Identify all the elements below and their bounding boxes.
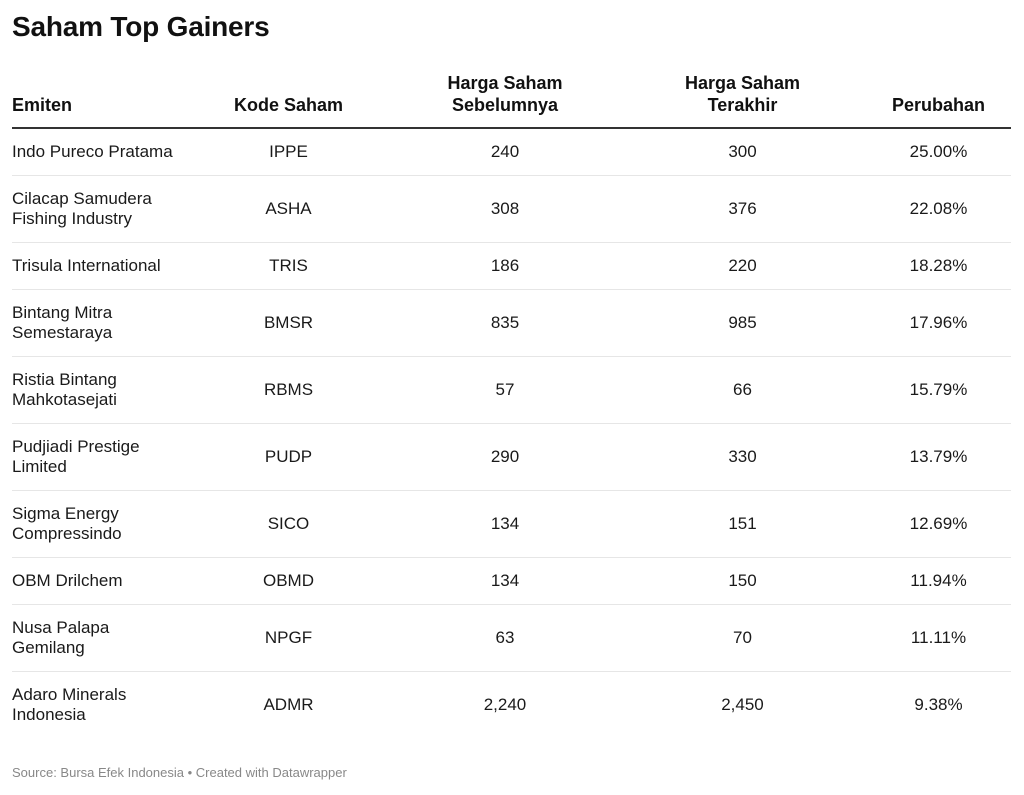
emiten-name-line: Gemilang: [12, 638, 85, 657]
cell-kode-saham: OBMD: [186, 557, 391, 605]
cell-harga-terakhir: 376: [619, 175, 866, 243]
cell-emiten: Trisula International: [12, 242, 186, 290]
table-row: Nusa Palapa Gemilang NPGF 63 70 11.11%: [12, 604, 1011, 672]
cell-harga-terakhir: 985: [619, 289, 866, 357]
header-line: Sebelumnya: [451, 95, 559, 115]
emiten-name-line: Bintang Mitra: [12, 303, 113, 322]
column-header-emiten: Emiten: [12, 72, 186, 129]
cell-emiten: Adaro Minerals Indonesia: [12, 672, 186, 739]
cell-perubahan: 17.96%: [866, 289, 1011, 357]
cell-harga-terakhir: 330: [619, 423, 866, 491]
cell-harga-sebelumnya: 63: [391, 604, 619, 672]
column-header-harga-sebelumnya: Harga Saham Sebelumnya: [391, 72, 619, 129]
cell-harga-terakhir: 220: [619, 242, 866, 290]
table-row: Adaro Minerals Indonesia ADMR 2,240 2,450 9.3…: [12, 672, 1011, 739]
cell-harga-terakhir: 70: [619, 604, 866, 672]
cell-harga-terakhir: 150: [619, 557, 866, 605]
top-gainers-table: Emiten Kode Saham Harga Saham Sebelumnya…: [12, 72, 1011, 738]
cell-emiten: Indo Pureco Pratama: [12, 128, 186, 176]
column-header-kode-saham: Kode Saham: [186, 72, 391, 129]
cell-harga-sebelumnya: 835: [391, 289, 619, 357]
table-row: Pudjiadi Prestige Limited PUDP 290 330 13.79%: [12, 423, 1011, 491]
chart-title: Saham Top Gainers: [12, 11, 270, 42]
emiten-name-line: Nusa Palapa: [12, 618, 110, 637]
table-row: Indo Pureco Pratama IPPE 240 300 25.00%: [12, 128, 1011, 176]
table-row: Trisula International TRIS 186 220 18.28%: [12, 242, 1011, 290]
cell-perubahan: 15.79%: [866, 356, 1011, 424]
cell-kode-saham: ADMR: [263, 695, 314, 714]
emiten-name-line: OBM Drilchem: [12, 571, 123, 590]
cell-emiten: Pudjiadi Prestige Limited: [12, 423, 186, 491]
cell-emiten: Bintang Mitra Semestaraya: [12, 289, 186, 357]
cell-harga-terakhir: 66: [619, 356, 866, 424]
cell-kode-saham: RBMS: [186, 356, 391, 424]
cell-kode-saham: SICO: [186, 490, 391, 558]
cell-kode-saham: BMSR: [186, 289, 391, 357]
cell-perubahan: 11.11%: [866, 604, 1011, 672]
column-header-perubahan: Perubahan: [866, 72, 1011, 129]
header-line: Terakhir: [707, 95, 778, 115]
table-row: OBM Drilchem OBMD 134 150 11.94%: [12, 557, 1011, 605]
cell-harga-sebelumnya: 308: [391, 175, 619, 243]
cell-kode-saham: PUDP: [186, 423, 391, 491]
cell-harga-terakhir: 151: [619, 490, 866, 558]
cell-harga-sebelumnya: 134: [391, 557, 619, 605]
cell-emiten: OBM Drilchem: [12, 557, 186, 605]
cell-emiten: Sigma Energy Compressindo: [12, 490, 186, 558]
emiten-name-line: Limited: [12, 457, 67, 476]
emiten-name-line: Indonesia: [12, 705, 86, 724]
cell-harga-sebelumnya: 240: [391, 128, 619, 176]
table-body: Indo Pureco Pratama IPPE 240 300 25.00% Cilac…: [12, 128, 1011, 738]
cell-harga-sebelumnya: 290: [391, 423, 619, 491]
cell-harga-sebelumnya: 57: [391, 356, 619, 424]
table-row: Cilacap Samudera Fishing Industry ASHA 308 3…: [12, 175, 1011, 243]
cell-harga-sebelumnya: 134: [391, 490, 619, 558]
emiten-name-line: Sigma Energy: [12, 504, 119, 523]
cell-harga-sebelumnya: 186: [391, 242, 619, 290]
header-line: Harga Saham: [447, 73, 563, 93]
emiten-name-line: Compressindo: [12, 524, 122, 543]
emiten-name-line: Ristia Bintang: [12, 370, 117, 389]
source-footer: Source: Bursa Efek Indonesia • Created w…: [12, 765, 347, 780]
cell-harga-terakhir: 300: [619, 128, 866, 176]
cell-kode-saham: ASHA: [186, 175, 391, 243]
emiten-name-line: Indo Pureco Pratama: [12, 142, 173, 161]
cell-emiten: Nusa Palapa Gemilang: [12, 604, 186, 672]
cell-perubahan: 9.38%: [914, 695, 963, 714]
column-header-harga-terakhir: Harga Saham Terakhir: [619, 72, 866, 129]
cell-kode-saham: NPGF: [186, 604, 391, 672]
cell-harga-terakhir: 2,450: [721, 695, 764, 714]
cell-perubahan: 25.00%: [866, 128, 1011, 176]
table-row: Bintang Mitra Semestaraya BMSR 835 985 17.96%: [12, 289, 1011, 357]
emiten-name-line: Trisula International: [12, 256, 161, 275]
cell-perubahan: 18.28%: [866, 242, 1011, 290]
cell-harga-sebelumnya: 2,240: [483, 695, 527, 714]
cell-perubahan: 11.94%: [866, 557, 1011, 605]
header-row: Emiten Kode Saham Harga Saham Sebelumnya…: [12, 72, 1011, 129]
emiten-name-line: Pudjiadi Prestige: [12, 437, 140, 456]
emiten-name-line: Fishing Industry: [12, 209, 132, 228]
table-row: Ristia Bintang Mahkotasejati RBMS 57 66 15.79…: [12, 356, 1011, 424]
emiten-name-line: Semestaraya: [12, 323, 113, 342]
table-row: Sigma Energy Compressindo SICO 134 151 12.69%: [12, 490, 1011, 558]
emiten-name-line: Mahkotasejati: [12, 390, 117, 409]
cell-perubahan: 13.79%: [866, 423, 1011, 491]
emiten-name-line: Adaro Minerals: [12, 685, 127, 704]
cell-kode-saham: TRIS: [186, 242, 391, 290]
emiten-name-line: Cilacap Samudera: [12, 189, 152, 208]
cell-perubahan: 12.69%: [866, 490, 1011, 558]
cell-emiten: Ristia Bintang Mahkotasejati: [12, 356, 186, 424]
header-line: Harga Saham: [684, 73, 801, 93]
cell-perubahan: 22.08%: [866, 175, 1011, 243]
cell-emiten: Cilacap Samudera Fishing Industry: [12, 175, 186, 243]
cell-kode-saham: IPPE: [186, 128, 391, 176]
